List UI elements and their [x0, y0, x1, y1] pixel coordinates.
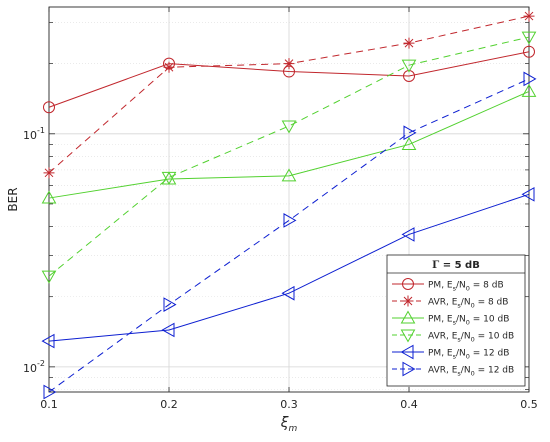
data-point: [41, 270, 57, 284]
data-point: [523, 71, 537, 87]
legend-marker: [400, 329, 416, 343]
data-point: [281, 120, 297, 134]
data-point: [43, 384, 57, 400]
legend-label: AVR, Es/N0 = 10 dB: [428, 332, 514, 344]
data-point: [161, 171, 177, 185]
data-point: [523, 45, 535, 58]
data-point: [283, 213, 297, 228]
data-point: [161, 322, 175, 338]
series-6: [43, 71, 537, 400]
series-4: [41, 31, 537, 284]
asterisk-strokes: [43, 167, 55, 179]
legend-label: PM, Es/N0 = 12 dB: [428, 349, 509, 361]
x-tick-label: 0.5: [520, 398, 538, 411]
data-point: [41, 333, 55, 349]
series-line: [48, 36, 530, 277]
data-point: [401, 136, 417, 150]
series-2: [43, 10, 535, 179]
legend-marker: [402, 361, 416, 377]
legend-label: PM, Es/N0 = 10 dB: [428, 315, 509, 327]
x-tick-label: 0.2: [160, 398, 178, 411]
data-point: [163, 297, 177, 312]
legend-entry: AVR, Es/N0 = 8 dB: [392, 295, 508, 310]
legend-marker: [402, 278, 414, 290]
data-point: [521, 186, 535, 202]
data-point: [41, 190, 57, 204]
x-tick-label: 0.3: [280, 398, 298, 411]
data-point: [43, 167, 55, 179]
legend-box: [386, 254, 526, 387]
series-line: [48, 78, 530, 393]
asterisk-strokes: [283, 58, 295, 70]
legend-marker: [402, 295, 414, 307]
data-point: [521, 83, 537, 97]
legend: Γ = 5 dB PM, Es/N0 = 8 dB AVR, Es/N0 = 8 d…: [386, 254, 526, 387]
x-axis-label: ξm: [280, 415, 298, 434]
data-point: [283, 58, 295, 70]
series-1: [43, 45, 535, 114]
data-point: [281, 285, 295, 301]
asterisk-strokes: [163, 61, 175, 73]
asterisk-strokes: [403, 37, 415, 49]
data-point: [523, 10, 535, 22]
axes-box: [48, 6, 530, 393]
legend-entry: AVR, Es/N0 = 12 dB: [392, 361, 514, 378]
legend-marker: [400, 344, 414, 360]
data-point: [403, 70, 415, 83]
data-point: [401, 59, 417, 73]
legend-label: AVR, Es/N0 = 12 dB: [428, 366, 514, 378]
data-point: [403, 37, 415, 49]
y-tick-label: 10-1: [23, 126, 45, 142]
data-point: [521, 31, 537, 45]
series-line: [48, 51, 530, 108]
legend-marker: [400, 310, 416, 324]
data-point: [403, 125, 417, 141]
data-point: [43, 101, 55, 114]
asterisk-strokes: [402, 295, 414, 307]
data-point: [163, 61, 175, 73]
legend-title: Γ = 5 dB: [432, 260, 480, 271]
legend-label: AVR, Es/N0 = 8 dB: [428, 298, 508, 310]
legend-label: PM, Es/N0 = 8 dB: [428, 281, 504, 293]
x-tick-label: 0.4: [400, 398, 418, 411]
y-tick-label: 10-2: [23, 359, 45, 375]
legend-entry: AVR, Es/N0 = 10 dB: [392, 329, 514, 344]
legend-entry: PM, Es/N0 = 10 dB: [392, 310, 509, 327]
series-line: [48, 90, 530, 199]
asterisk-strokes: [523, 10, 535, 22]
x-tick-label: 0.1: [40, 398, 58, 411]
data-point: [281, 168, 297, 182]
legend-entry: PM, Es/N0 = 12 dB: [392, 344, 509, 361]
data-point: [401, 227, 415, 242]
legend-entry: PM, Es/N0 = 8 dB: [392, 278, 504, 293]
y-axis-label: BER: [6, 187, 20, 211]
